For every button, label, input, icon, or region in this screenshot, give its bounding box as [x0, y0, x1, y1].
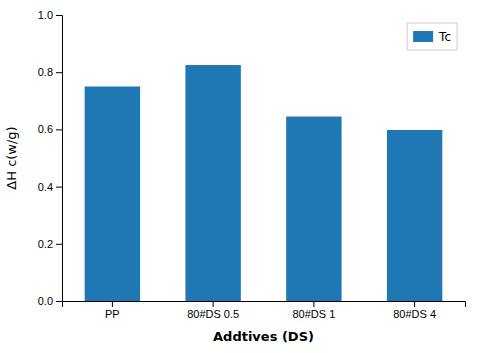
tick-label: 0.6 [38, 123, 53, 135]
tick-mark [56, 72, 62, 73]
tick: 1.0 [38, 9, 62, 21]
tick: PP [105, 301, 120, 320]
y-axis: 0.0 0.2 0.4 0.6 0.8 1.0 [38, 9, 63, 307]
tick-label: 80#DS 4 [393, 308, 436, 320]
x-axis: PP 80#DS 0.5 80#DS 1 80#DS 4 [63, 301, 466, 320]
tick: 80#DS 0.5 [187, 301, 239, 320]
tick-mark [414, 301, 415, 307]
tick: 0.8 [38, 66, 62, 78]
tick: 0.0 [38, 295, 62, 307]
tick-mark [56, 187, 62, 188]
tick-label: PP [105, 308, 120, 320]
bar [185, 65, 240, 301]
tick-label: 80#DS 0.5 [187, 308, 239, 320]
chart: 0.0 0.2 0.4 0.6 0.8 1.0 PP 80#DS 0.5 80#DS 1 80#D… [0, 0, 480, 353]
tick-label: 0.4 [38, 181, 53, 193]
tick: 0.4 [38, 181, 62, 193]
y-axis-title: ΔH c(w/g) [4, 126, 19, 189]
tick-label: 1.0 [38, 9, 53, 21]
tick-label: 0.8 [38, 66, 53, 78]
axis-line [56, 16, 63, 302]
tick-mark [213, 301, 214, 307]
tick: 80#DS 1 [292, 301, 335, 320]
tick-label: 0.0 [38, 295, 53, 307]
legend-item: Tc [413, 30, 451, 44]
plot: 0.0 0.2 0.4 0.6 0.8 1.0 PP 80#DS 0.5 80#DS 1 80#D… [38, 9, 466, 320]
bar [286, 117, 341, 301]
legend-box [407, 23, 457, 50]
axis-line [63, 302, 466, 308]
tick-mark [56, 129, 62, 130]
tick-mark [56, 15, 62, 16]
tick-mark [112, 301, 113, 307]
bar [387, 130, 442, 301]
tick: 0.6 [38, 123, 62, 135]
bars [85, 65, 443, 301]
tick: 80#DS 4 [393, 301, 436, 320]
legend-swatch [413, 31, 433, 42]
tick-label: 0.2 [38, 238, 53, 250]
legend: Tc [407, 23, 457, 50]
legend-label: Tc [438, 30, 451, 44]
tick-mark [56, 301, 62, 302]
tick: 0.2 [38, 238, 62, 250]
x-axis-title: Addtives (DS) [213, 329, 314, 344]
tick-label: 80#DS 1 [292, 308, 335, 320]
tick-mark [56, 244, 62, 245]
bar [85, 87, 140, 302]
tick-mark [313, 301, 314, 307]
